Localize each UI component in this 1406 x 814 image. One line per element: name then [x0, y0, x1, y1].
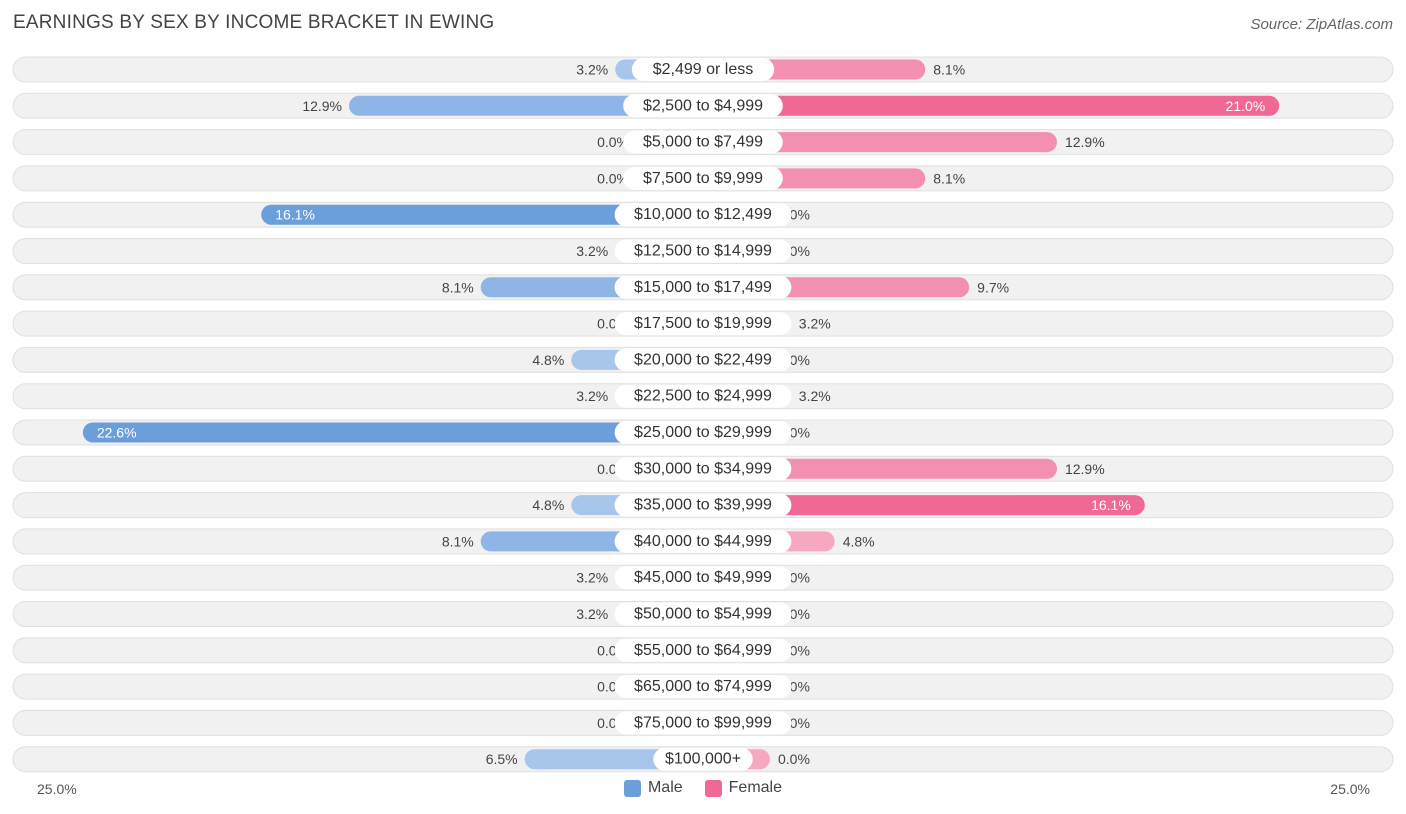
- category-label: $75,000 to $99,999: [634, 714, 772, 731]
- category-label-pill: [614, 203, 792, 227]
- female-value-label: 8.1%: [933, 62, 965, 78]
- legend-item-female[interactable]: Female: [704, 779, 783, 797]
- legend: Male Female: [0, 779, 1406, 797]
- category-label-pill: [614, 602, 792, 626]
- category-label: $25,000 to $29,999: [634, 424, 772, 441]
- category-label-pill: [614, 421, 792, 444]
- male-bar[interactable]: [261, 204, 703, 225]
- legend-label-male: Male: [647, 779, 683, 796]
- category-label: $15,000 to $17,499: [634, 279, 772, 296]
- female-swatch-icon: [704, 779, 722, 797]
- category-label: $2,500 to $4,999: [643, 97, 763, 114]
- category-label-pill: [614, 675, 792, 699]
- category-label-pill: [614, 529, 792, 553]
- female-value-label: 8.1%: [933, 170, 965, 186]
- category-label: $100,000+: [665, 751, 741, 768]
- category-label: $50,000 to $54,999: [634, 606, 772, 623]
- category-label-pill: [614, 239, 792, 263]
- category-label-pill: [614, 638, 792, 662]
- category-label-pill: [623, 130, 783, 154]
- male-value-label: 3.2%: [576, 570, 608, 586]
- female-value-label: 12.9%: [1065, 134, 1105, 150]
- male-value-label: 6.5%: [486, 751, 518, 767]
- male-value-label: 16.1%: [275, 207, 315, 223]
- male-value-label: 3.2%: [576, 388, 608, 404]
- male-value-label: 8.1%: [442, 533, 474, 549]
- category-label: $2,499 or less: [653, 61, 754, 78]
- female-value-label: 12.9%: [1065, 461, 1105, 477]
- category-label: $22,500 to $24,999: [634, 388, 772, 405]
- male-value-label: 4.8%: [532, 352, 564, 368]
- category-label-pill: [631, 58, 775, 81]
- female-bar[interactable]: [703, 132, 1057, 153]
- male-value-label: 0.0%: [597, 170, 629, 186]
- male-value-label: 8.1%: [442, 279, 474, 295]
- female-bar[interactable]: [703, 495, 1145, 516]
- category-label-pill: [653, 747, 753, 771]
- category-label-pill: [614, 348, 792, 372]
- female-value-label: 21.0%: [1226, 98, 1266, 114]
- female-bar[interactable]: [703, 458, 1057, 479]
- female-value-label: 9.7%: [977, 279, 1009, 295]
- male-bar[interactable]: [82, 422, 703, 443]
- female-value-label: 16.1%: [1091, 497, 1131, 513]
- category-label-pill: [614, 384, 792, 408]
- female-value-label: 3.2%: [799, 388, 831, 404]
- female-value-label: 3.2%: [799, 316, 831, 332]
- category-label-pill: [614, 312, 792, 336]
- male-value-label: 12.9%: [302, 98, 342, 114]
- axis-left-label: 25.0%: [37, 781, 77, 797]
- category-label: $7,500 to $9,999: [643, 170, 763, 187]
- category-label-pill: [614, 493, 792, 517]
- male-value-label: 4.8%: [532, 497, 564, 513]
- female-bar[interactable]: [703, 95, 1280, 116]
- chart-title: EARNINGS BY SEX BY INCOME BRACKET IN EWI…: [13, 12, 495, 33]
- male-value-label: 3.2%: [576, 606, 608, 622]
- category-label: $40,000 to $44,999: [634, 533, 772, 550]
- male-value-label: 0.0%: [597, 134, 629, 150]
- male-value-label: 3.2%: [576, 243, 608, 259]
- category-label: $45,000 to $49,999: [634, 569, 772, 586]
- source-label: Source: ZipAtlas.com: [1250, 16, 1393, 33]
- category-label-pill: [614, 566, 792, 590]
- category-label-pill: [614, 711, 792, 735]
- male-bar[interactable]: [349, 95, 703, 116]
- male-swatch-icon: [623, 779, 641, 797]
- category-label: $20,000 to $22,499: [634, 351, 772, 368]
- category-label-pill: [614, 457, 792, 481]
- legend-label-female: Female: [728, 779, 783, 796]
- male-value-label: 3.2%: [576, 62, 608, 78]
- category-label: $35,000 to $39,999: [634, 497, 772, 514]
- female-value-label: 0.0%: [778, 751, 810, 767]
- category-label-pill: [614, 275, 792, 299]
- category-label: $12,500 to $14,999: [634, 243, 772, 260]
- category-label: $10,000 to $12,499: [634, 206, 772, 223]
- category-label: $55,000 to $64,999: [634, 642, 772, 659]
- male-value-label: 22.6%: [97, 425, 137, 441]
- female-value-label: 4.8%: [843, 533, 875, 549]
- category-label: $5,000 to $7,499: [643, 134, 763, 151]
- legend-item-male[interactable]: Male: [623, 779, 683, 797]
- category-label: $30,000 to $34,999: [634, 460, 772, 477]
- category-label-pill: [623, 94, 783, 118]
- category-label: $65,000 to $74,999: [634, 678, 772, 695]
- category-label: $17,500 to $19,999: [634, 315, 772, 332]
- axis-right-label: 25.0%: [1330, 781, 1370, 797]
- category-label-pill: [623, 166, 783, 190]
